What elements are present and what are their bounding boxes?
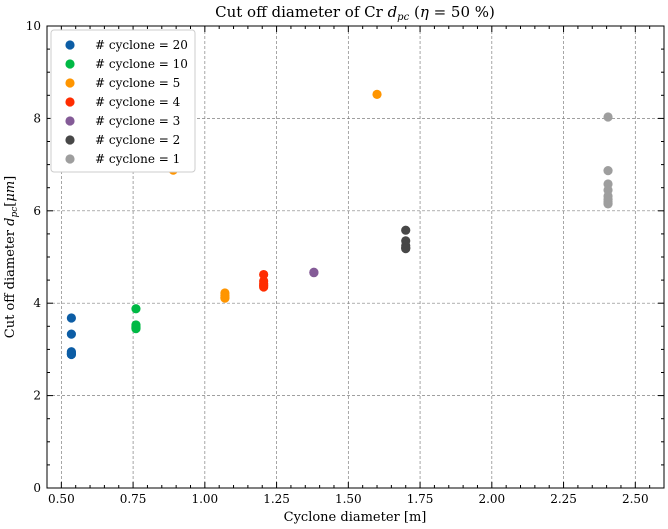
y-tick-label: 4 — [33, 296, 41, 310]
data-point-series-6 — [401, 225, 411, 235]
axis-ticks: 0.50 0.75 1.00 1.25 1.50 1.75 2.00 2.25 2.50 0 2 4 6… — [26, 19, 665, 506]
y-tick-label: 8 — [33, 111, 41, 125]
x-tick-label: 2.25 — [550, 492, 577, 506]
data-point-series-1 — [66, 329, 76, 339]
data-points — [66, 89, 613, 360]
legend-label: # cyclone = 1 — [95, 152, 180, 166]
legend: # cyclone = 20 # cyclone = 10 # cyclone = … — [50, 29, 196, 173]
y-tick-label: 6 — [33, 204, 41, 218]
x-tick-label: 1.75 — [407, 492, 434, 506]
data-point-series-7 — [603, 166, 613, 176]
x-tick-label: 2.50 — [622, 492, 649, 506]
y-tick-label: 10 — [26, 19, 41, 33]
x-tick-label: 1.50 — [335, 492, 362, 506]
data-point-series-2 — [131, 304, 141, 314]
data-point-series-7 — [603, 199, 613, 209]
data-point-series-1 — [66, 349, 76, 360]
data-point-series-4 — [259, 282, 269, 292]
legend-label: # cyclone = 4 — [95, 95, 181, 109]
data-point-series-3 — [220, 293, 230, 303]
x-tick-label: 1.00 — [191, 492, 218, 506]
legend-marker — [65, 78, 75, 88]
legend-marker — [65, 59, 75, 69]
legend-label: # cyclone = 5 — [95, 76, 180, 90]
data-point-series-1 — [66, 313, 76, 323]
data-point-series-5 — [309, 268, 319, 278]
legend-entries: # cyclone = 20 # cyclone = 10 # cyclone = … — [65, 38, 188, 166]
x-tick-label: 2.00 — [478, 492, 505, 506]
legend-marker — [65, 97, 75, 107]
legend-marker — [65, 40, 75, 50]
x-tick-label: 0.75 — [120, 492, 147, 506]
chart-title: Cut off diameter of Cr dpc (η = 50 %) — [215, 3, 495, 23]
legend-label: # cyclone = 3 — [95, 114, 180, 128]
x-tick-label: 1.25 — [263, 492, 290, 506]
data-point-series-3 — [372, 89, 382, 99]
legend-box — [50, 29, 196, 173]
y-tick-label: 2 — [33, 389, 41, 403]
x-axis-label: Cyclone diameter [m] — [284, 510, 427, 525]
legend-marker — [65, 135, 75, 145]
data-point-series-6 — [401, 244, 411, 254]
legend-label: # cyclone = 20 — [95, 38, 188, 52]
data-point-series-4 — [259, 269, 269, 280]
legend-label: # cyclone = 10 — [95, 57, 188, 71]
legend-marker — [65, 154, 75, 164]
y-tick-label: 0 — [33, 481, 41, 495]
data-point-series-7 — [603, 112, 613, 122]
y-axis-label: Cut off diameter dpc[μm] — [3, 176, 20, 338]
data-point-series-2 — [131, 324, 141, 334]
legend-label: # cyclone = 2 — [95, 133, 180, 147]
legend-marker — [65, 116, 75, 126]
x-tick-label: 0.50 — [48, 492, 75, 506]
